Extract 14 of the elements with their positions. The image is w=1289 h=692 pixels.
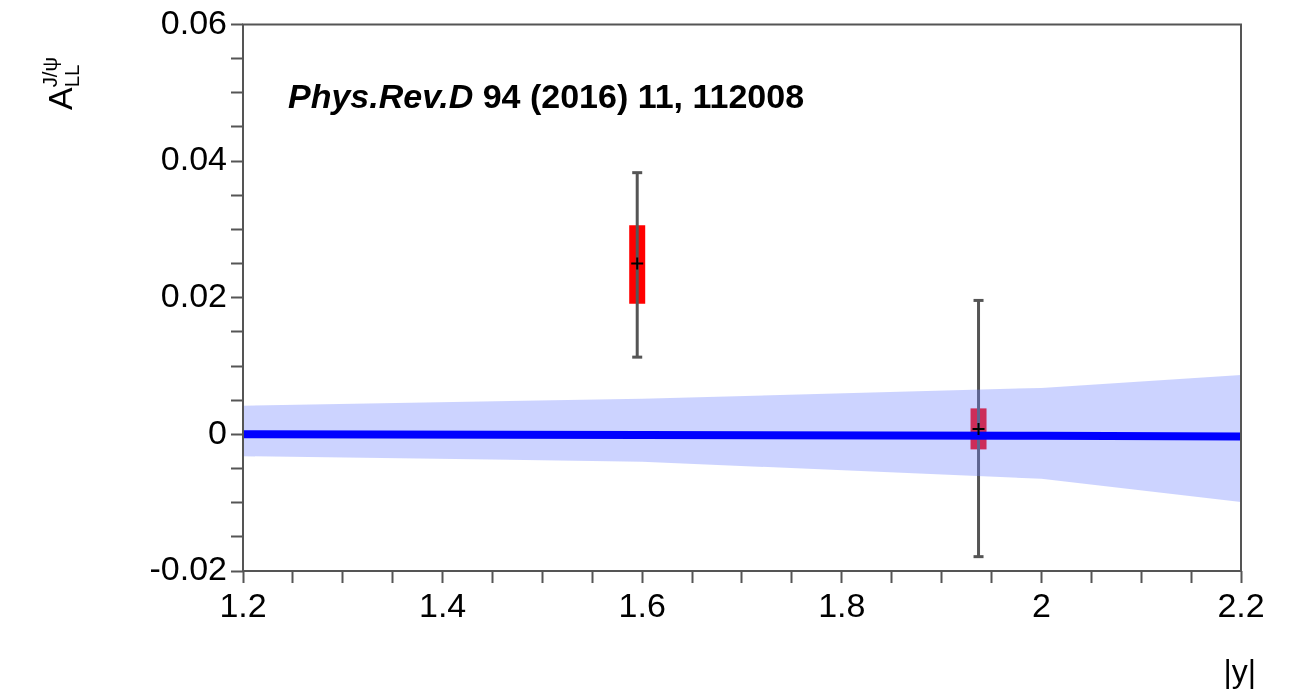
x-tick-label: 1.4 <box>418 585 467 624</box>
x-axis-title: |y| <box>1223 653 1256 689</box>
y-tick-label: 0.02 <box>160 276 227 315</box>
y-tick-label: 0 <box>208 412 227 451</box>
x-tick-label: 2.2 <box>1217 585 1265 624</box>
x-tick-label: 1.6 <box>618 585 666 624</box>
y-tick-label: 0.04 <box>160 139 227 178</box>
annotation: Phys.Rev.D 94 (2016) 11, 112008 <box>288 77 805 115</box>
x-tick-label: 1.8 <box>818 585 866 624</box>
y-axis-title: AJ/ψLL <box>38 56 83 110</box>
x-tick-label: 1.2 <box>219 585 267 624</box>
y-tick-label: -0.02 <box>149 549 227 588</box>
x-tick-label: 2 <box>1031 585 1051 624</box>
y-tick-label: 0.06 <box>160 2 227 41</box>
